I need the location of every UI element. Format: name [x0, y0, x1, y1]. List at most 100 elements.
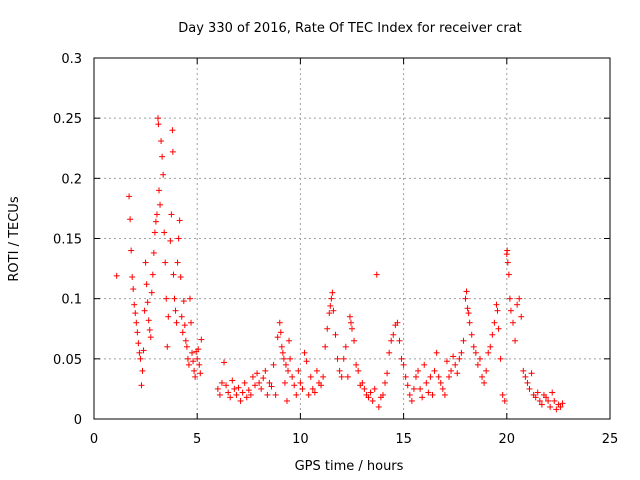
data-point [324, 325, 331, 332]
data-point [506, 295, 513, 302]
data-point [549, 389, 556, 396]
data-point [491, 319, 498, 326]
data-point [526, 385, 533, 392]
data-point [254, 370, 261, 377]
data-point [305, 391, 312, 398]
data-point [344, 373, 351, 380]
data-point [291, 382, 298, 389]
data-point [171, 295, 178, 302]
data-point [133, 319, 140, 326]
data-point [470, 343, 477, 350]
data-point [129, 274, 136, 281]
data-point [320, 373, 327, 380]
data-point [375, 403, 382, 410]
data-point [143, 281, 150, 288]
data-point [160, 171, 167, 178]
data-point [474, 361, 481, 368]
data-point [351, 337, 358, 344]
data-point [295, 367, 302, 374]
y-tick-label: 0.15 [53, 233, 82, 248]
data-point [497, 355, 504, 362]
data-point [274, 334, 281, 341]
data-point [175, 235, 182, 242]
data-point [264, 391, 271, 398]
data-point [532, 394, 539, 401]
data-point [169, 127, 176, 134]
data-point [276, 319, 283, 326]
data-point [256, 379, 263, 386]
data-point [231, 385, 238, 392]
x-tick-label: 5 [193, 432, 201, 447]
data-point [144, 299, 151, 306]
data-point [141, 307, 148, 314]
data-point [289, 373, 296, 380]
data-point [282, 361, 289, 368]
data-point [463, 288, 470, 295]
data-point [127, 216, 134, 223]
data-point [279, 349, 286, 356]
data-point [313, 367, 320, 374]
data-point [545, 397, 552, 404]
data-point [402, 373, 409, 380]
data-point [369, 397, 376, 404]
data-point [277, 329, 284, 336]
data-point [410, 385, 417, 392]
data-point [192, 373, 199, 380]
data-point [262, 367, 269, 374]
data-point [367, 389, 374, 396]
x-tick-label: 15 [395, 432, 412, 447]
data-point [489, 331, 496, 338]
data-point [140, 347, 147, 354]
data-point [278, 343, 285, 350]
tick-labels: 0 5 10 15 20 25 0 0.05 0.1 0.15 0.2 0.25 0.3 [53, 52, 618, 447]
data-point [146, 326, 153, 333]
data-point [340, 355, 347, 362]
data-point [247, 391, 254, 398]
data-point [504, 247, 511, 254]
data-point [394, 319, 401, 326]
data-point [494, 307, 501, 314]
data-point [134, 329, 141, 336]
data-point [452, 361, 459, 368]
data-point [346, 313, 353, 320]
data-point [266, 379, 273, 386]
data-point [495, 325, 502, 332]
data-point [460, 337, 467, 344]
data-point [371, 385, 378, 392]
data-point [425, 389, 432, 396]
data-point [349, 325, 355, 332]
data-point [421, 361, 428, 368]
y-tick-label: 0.1 [61, 293, 82, 308]
x-tick-label: 25 [602, 432, 619, 447]
data-point [499, 391, 506, 398]
data-point [412, 373, 419, 380]
data-point [136, 349, 143, 356]
data-point [130, 286, 137, 293]
data-point [514, 301, 521, 308]
data-point [553, 406, 560, 413]
data-point [465, 310, 472, 317]
data-point [139, 367, 146, 374]
x-tick-label: 20 [499, 432, 516, 447]
data-point [243, 394, 250, 401]
data-point [183, 343, 190, 350]
data-point [249, 373, 256, 380]
data-point [293, 391, 300, 398]
data-point [454, 370, 461, 377]
data-point [260, 375, 267, 382]
data-point [382, 379, 389, 386]
data-point [287, 355, 294, 362]
x-tick-label: 10 [292, 432, 309, 447]
data-point [429, 391, 436, 398]
data-point [559, 400, 566, 407]
data-point [462, 295, 469, 302]
data-point [182, 337, 189, 344]
data-point [270, 361, 277, 368]
data-point [536, 397, 543, 404]
data-point [229, 377, 236, 384]
data-point [152, 218, 159, 225]
y-tick-label: 0.05 [53, 353, 82, 368]
data-point [131, 301, 138, 308]
data-point [509, 319, 516, 326]
y-tick-label: 0.3 [61, 52, 82, 67]
